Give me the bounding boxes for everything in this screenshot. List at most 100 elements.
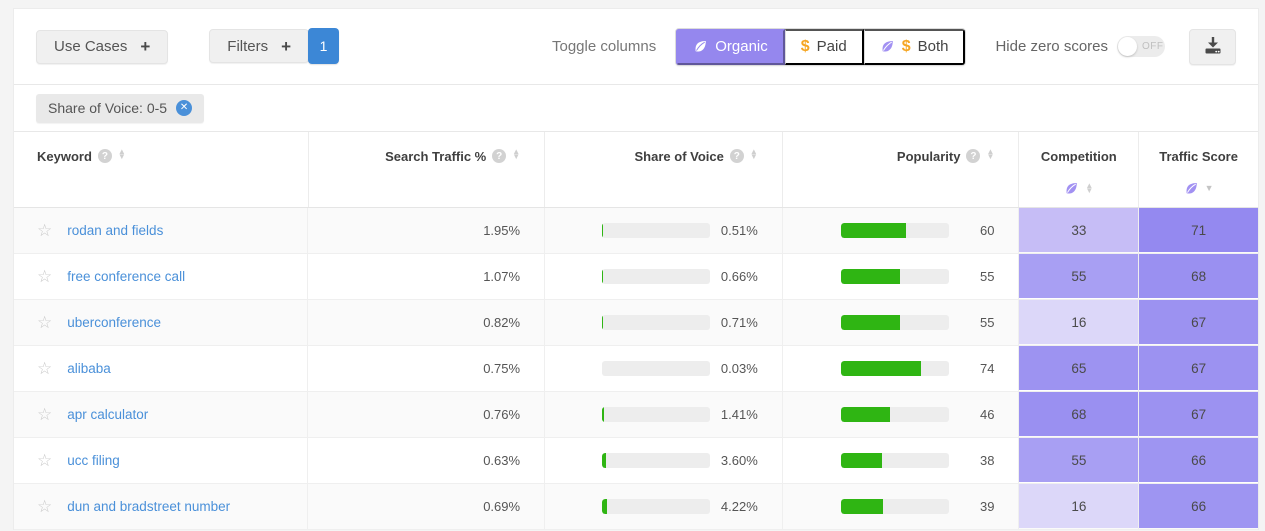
filters-button[interactable]: Filters + xyxy=(209,29,310,63)
filters-count-badge[interactable]: 1 xyxy=(308,28,340,64)
share-of-voice-bar xyxy=(602,269,711,284)
hide-zero-scores-toggle[interactable]: OFF xyxy=(1117,36,1165,57)
table-header: Keyword ? ▲ ▼ Search Traffic % ? ▲ ▼ Share… xyxy=(14,132,1258,208)
traffic-score-cell: 71 xyxy=(1139,208,1258,252)
popularity-value: 74 xyxy=(980,361,995,376)
competition-score-cell: 16 xyxy=(1019,484,1139,528)
both-toggle-button[interactable]: $ Both xyxy=(863,28,966,65)
popularity-value: 39 xyxy=(980,499,995,514)
star-icon[interactable]: ☆ xyxy=(37,405,53,424)
active-filters-row: Share of Voice: 0-5 ✕ xyxy=(14,85,1258,132)
share-of-voice-bar xyxy=(602,453,711,468)
sort-icon[interactable]: ▲ ▼ xyxy=(512,147,521,161)
toggle-columns-label: Toggle columns xyxy=(551,38,657,55)
search-traffic-value: 0.76% xyxy=(483,407,521,422)
column-header-competition[interactable]: Competition ▲ ▼ xyxy=(1018,132,1138,207)
sort-icon[interactable]: ▲ ▼ xyxy=(749,147,758,161)
popularity-bar xyxy=(840,407,949,422)
leaf-icon xyxy=(1184,181,1199,196)
share-of-voice-bar xyxy=(602,407,711,422)
table-row: ☆ free conference call 1.07% 0.66% 55 55… xyxy=(14,254,1258,300)
star-icon[interactable]: ☆ xyxy=(37,267,53,286)
star-icon[interactable]: ☆ xyxy=(37,497,53,516)
column-label: Competition xyxy=(1040,149,1117,164)
share-of-voice-bar xyxy=(602,223,711,238)
popularity-bar xyxy=(840,269,949,284)
table-row: ☆ ucc filing 0.63% 3.60% 38 55 66 xyxy=(14,438,1258,484)
sort-icon[interactable]: ▲ ▼ xyxy=(117,147,126,161)
main-card: Use Cases + Filters + 1 Toggle columns .… xyxy=(13,8,1259,530)
keyword-link[interactable]: apr calculator xyxy=(67,407,149,422)
help-icon[interactable]: ? xyxy=(966,149,981,163)
popularity-value: 55 xyxy=(980,269,995,284)
star-icon[interactable]: ☆ xyxy=(37,221,53,240)
share-of-voice-value: 1.41% xyxy=(720,407,758,422)
search-traffic-value: 1.07% xyxy=(483,269,521,284)
plus-icon: + xyxy=(140,37,151,56)
close-icon[interactable]: ✕ xyxy=(176,100,193,116)
table-body: ☆ rodan and fields 1.95% 0.51% 60 33 71 … xyxy=(14,208,1258,530)
traffic-score-cell: 68 xyxy=(1139,254,1258,298)
column-header-popularity[interactable]: Popularity ? ▲ ▼ xyxy=(781,132,1019,207)
keyword-link[interactable]: alibaba xyxy=(67,361,111,376)
share-of-voice-value: 0.51% xyxy=(720,223,758,238)
sort-icon[interactable]: ▲ ▼ xyxy=(986,147,995,161)
column-toggle-segmented-control: .vein{stroke:#9587ee} Organic $ Paid $ B… xyxy=(675,27,967,66)
competition-score-cell: 55 xyxy=(1019,438,1139,482)
paid-toggle-button[interactable]: $ Paid xyxy=(784,28,864,65)
search-traffic-value: 0.75% xyxy=(483,361,521,376)
toolbar: Use Cases + Filters + 1 Toggle columns .… xyxy=(14,9,1258,85)
traffic-score-cell: 66 xyxy=(1139,484,1258,528)
both-label: Both xyxy=(917,38,949,55)
organic-label: Organic xyxy=(715,38,768,55)
column-label: Keyword xyxy=(37,149,92,164)
filters-group: Filters + 1 xyxy=(209,28,340,64)
star-icon[interactable]: ☆ xyxy=(37,313,53,332)
competition-score-cell: 68 xyxy=(1019,392,1139,436)
popularity-bar xyxy=(840,223,949,238)
sort-descending-icon[interactable]: ▼ xyxy=(1204,183,1214,194)
table-row: ☆ dun and bradstreet number 0.69% 4.22% … xyxy=(14,484,1258,530)
paid-label: Paid xyxy=(816,38,847,55)
popularity-value: 55 xyxy=(980,315,995,330)
column-header-share-of-voice[interactable]: Share of Voice ? ▲ ▼ xyxy=(544,132,782,207)
dollar-icon: $ xyxy=(800,37,810,55)
popularity-bar xyxy=(840,315,949,330)
table-row: ☆ uberconference 0.82% 0.71% 55 16 67 xyxy=(14,300,1258,346)
column-label: Traffic Score xyxy=(1159,149,1238,164)
column-header-keyword[interactable]: Keyword ? ▲ ▼ xyxy=(14,132,308,207)
table-row: ☆ apr calculator 0.76% 1.41% 46 68 67 xyxy=(14,392,1258,438)
star-icon[interactable]: ☆ xyxy=(37,451,53,470)
help-icon[interactable]: ? xyxy=(492,149,507,163)
filter-chip-share-of-voice: Share of Voice: 0-5 ✕ xyxy=(36,93,205,123)
column-header-traffic-score[interactable]: Traffic Score ▼ xyxy=(1138,132,1258,207)
column-label: Search Traffic % xyxy=(385,149,487,164)
competition-score-cell: 33 xyxy=(1019,208,1139,252)
download-button[interactable] xyxy=(1189,28,1236,65)
keyword-link[interactable]: ucc filing xyxy=(67,453,120,468)
leaf-icon: .vein{stroke:#9587ee} xyxy=(693,39,708,54)
keyword-link[interactable]: uberconference xyxy=(67,315,162,330)
sort-icon[interactable]: ▲ ▼ xyxy=(1085,181,1094,195)
keyword-link[interactable]: rodan and fields xyxy=(67,223,164,238)
popularity-bar xyxy=(840,499,949,514)
share-of-voice-bar xyxy=(602,361,711,376)
leaf-icon xyxy=(880,39,895,54)
competition-score-cell: 16 xyxy=(1019,300,1139,344)
dollar-icon: $ xyxy=(901,37,911,55)
column-header-search-traffic[interactable]: Search Traffic % ? ▲ ▼ xyxy=(307,132,545,207)
traffic-score-cell: 67 xyxy=(1139,346,1258,390)
popularity-bar xyxy=(840,361,949,376)
traffic-score-cell: 66 xyxy=(1139,438,1258,482)
star-icon[interactable]: ☆ xyxy=(37,359,53,378)
keyword-link[interactable]: dun and bradstreet number xyxy=(67,499,231,514)
keyword-link[interactable]: free conference call xyxy=(67,269,186,284)
organic-toggle-button[interactable]: .vein{stroke:#9587ee} Organic xyxy=(676,28,785,65)
help-icon[interactable]: ? xyxy=(729,149,744,163)
column-label: Popularity xyxy=(896,149,961,164)
filter-chip-label: Share of Voice: 0-5 xyxy=(48,100,168,116)
competition-score-cell: 65 xyxy=(1019,346,1139,390)
use-cases-button[interactable]: Use Cases + xyxy=(36,29,169,64)
popularity-value: 46 xyxy=(980,407,995,422)
help-icon[interactable]: ? xyxy=(97,149,112,163)
